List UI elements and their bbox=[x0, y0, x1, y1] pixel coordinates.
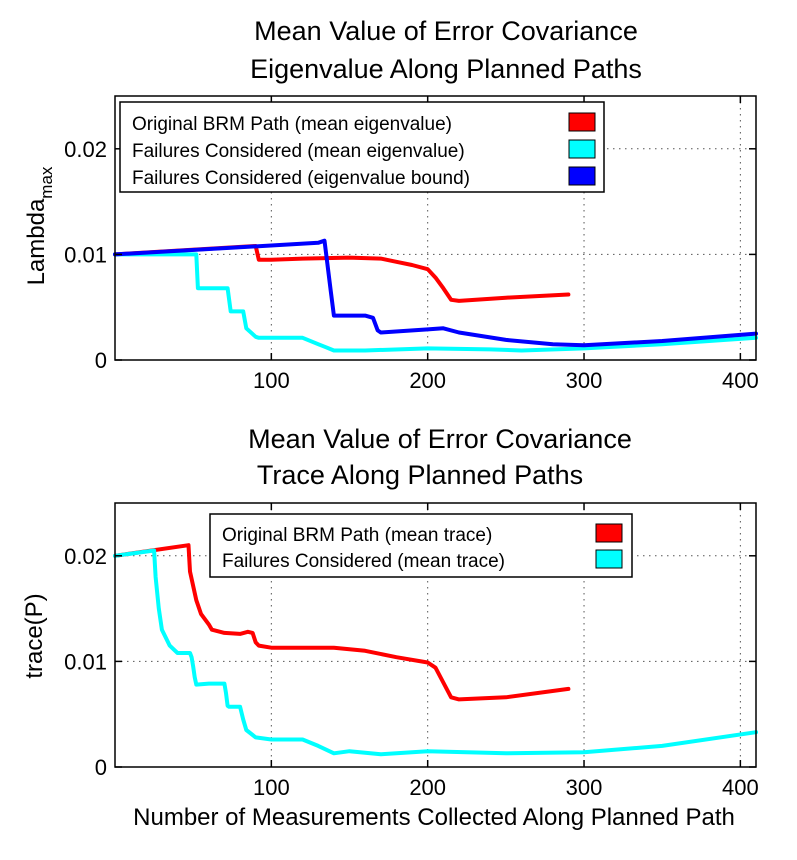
top-series-line-0 bbox=[113, 244, 571, 303]
top-x-tick-label-3: 400 bbox=[722, 368, 759, 393]
top-chart-y-axis-label: Lambdamax bbox=[23, 166, 56, 285]
bottom-y-tick-label-1: 0.01 bbox=[64, 649, 107, 674]
bottom-series-line-1 bbox=[113, 548, 758, 757]
legend-swatch-original-eigenvalue bbox=[568, 112, 596, 132]
bottom-x-tick-label-1: 200 bbox=[409, 775, 446, 800]
bottom-y-tick-label-0: 0 bbox=[95, 755, 107, 780]
top-chart-legend: Original BRM Path (mean eigenvalue) Fail… bbox=[119, 101, 605, 193]
bottom-chart-ticks: 100 200 300 400 0 0.01 0.02 bbox=[64, 503, 759, 800]
top-chart-y-label-sub: max bbox=[37, 166, 56, 199]
bottom-chart-title-line1: Mean Value of Error Covariance bbox=[248, 424, 632, 454]
top-chart-ticks: 100 200 300 400 0 0.01 0.02 bbox=[64, 96, 759, 393]
legend-swatch-failures-trace bbox=[595, 549, 623, 569]
legend-label-original-eigenvalue: Original BRM Path (mean eigenvalue) bbox=[132, 114, 452, 135]
legend-label-original-trace: Original BRM Path (mean trace) bbox=[222, 525, 492, 546]
bottom-y-tick-label-2: 0.02 bbox=[64, 544, 107, 569]
bottom-x-tick-label-0: 100 bbox=[253, 775, 290, 800]
top-chart-legend-box bbox=[119, 101, 605, 193]
top-series-line-1 bbox=[113, 252, 758, 353]
bottom-x-tick-label-2: 300 bbox=[566, 775, 603, 800]
legend-swatch-failures-bound bbox=[568, 166, 596, 186]
top-y-tick-label-2: 0.02 bbox=[64, 137, 107, 162]
legend-label-failures-trace: Failures Considered (mean trace) bbox=[222, 551, 505, 572]
top-y-tick-label-0: 0 bbox=[95, 348, 107, 373]
bottom-chart-title-line2: Trace Along Planned Paths bbox=[257, 460, 583, 490]
top-x-tick-label-1: 200 bbox=[409, 368, 446, 393]
top-chart-plot-frame bbox=[114, 95, 757, 361]
bottom-chart-legend: Original BRM Path (mean trace) Failures … bbox=[209, 513, 633, 578]
top-x-tick-label-2: 300 bbox=[566, 368, 603, 393]
legend-label-failures-eigenvalue: Failures Considered (mean eigenvalue) bbox=[132, 141, 465, 162]
top-chart-title-line1: Mean Value of Error Covariance bbox=[254, 16, 638, 46]
top-chart-grid bbox=[115, 96, 756, 360]
top-chart-title-line2: Eigenvalue Along Planned Paths bbox=[250, 54, 642, 84]
bottom-chart-series bbox=[113, 543, 758, 757]
bottom-x-tick-label-3: 400 bbox=[722, 775, 759, 800]
top-chart-y-label-main: Lambda bbox=[23, 198, 50, 285]
bottom-chart: Mean Value of Error Covariance Trace Alo… bbox=[21, 424, 759, 831]
top-x-tick-label-0: 100 bbox=[253, 368, 290, 393]
top-chart-series bbox=[113, 238, 758, 353]
legend-swatch-failures-eigenvalue bbox=[568, 139, 596, 159]
bottom-series-line-0 bbox=[113, 543, 571, 702]
bottom-chart-y-axis-label: trace(P) bbox=[21, 593, 48, 678]
bottom-chart-grid bbox=[115, 503, 756, 767]
legend-swatch-original-trace bbox=[595, 523, 623, 543]
top-y-tick-label-1: 0.01 bbox=[64, 242, 107, 267]
top-series-line-2 bbox=[113, 238, 758, 348]
top-chart: Mean Value of Error Covariance Eigenvalu… bbox=[23, 16, 759, 393]
bottom-chart-plot-frame bbox=[114, 502, 757, 768]
bottom-chart-x-axis-label: Number of Measurements Collected Along P… bbox=[133, 804, 735, 831]
bottom-chart-legend-box bbox=[209, 513, 633, 578]
legend-label-failures-bound: Failures Considered (eigenvalue bound) bbox=[132, 168, 470, 189]
